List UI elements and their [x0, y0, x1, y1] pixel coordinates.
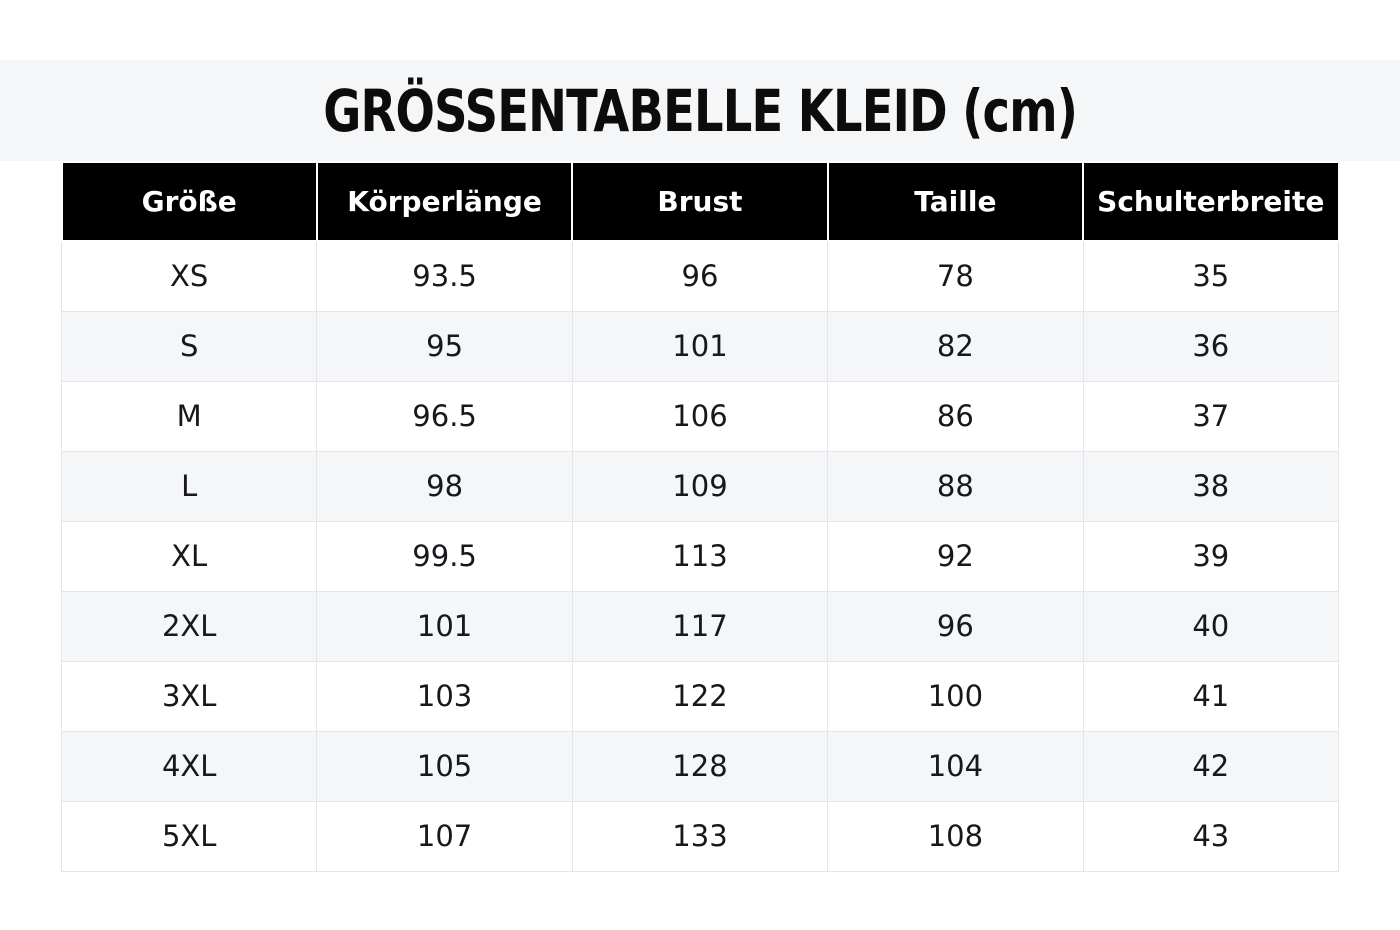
- column-header-brust: Brust: [571, 161, 829, 242]
- koerperlaenge-cell: 93.5: [316, 240, 573, 312]
- brust-cell: 109: [571, 450, 829, 522]
- taille-cell: 92: [827, 520, 1084, 592]
- taille-cell: 78: [827, 240, 1084, 312]
- brust-cell: 122: [571, 660, 829, 732]
- table-row: 5XL 107 133 108 43: [60, 800, 1340, 872]
- taille-cell: 104: [827, 730, 1084, 802]
- table-row: L 98 109 88 38: [60, 450, 1340, 522]
- size-cell: XL: [60, 520, 318, 592]
- table-row: XL 99.5 113 92 39: [60, 520, 1340, 592]
- koerperlaenge-cell: 98: [316, 450, 573, 522]
- size-cell: S: [60, 310, 318, 382]
- title-banner: GRÖSSENTABELLE KLEID (cm): [0, 60, 1400, 161]
- table-row: 4XL 105 128 104 42: [60, 730, 1340, 802]
- table-row: 2XL 101 117 96 40: [60, 590, 1340, 662]
- size-cell: XS: [60, 240, 318, 312]
- column-header-groesse: Größe: [60, 161, 318, 242]
- column-header-taille: Taille: [826, 161, 1085, 242]
- table-row: XS 93.5 96 78 35: [60, 240, 1340, 312]
- schulterbreite-cell: 41: [1082, 660, 1340, 732]
- schulterbreite-cell: 40: [1082, 590, 1340, 662]
- koerperlaenge-cell: 103: [316, 660, 573, 732]
- taille-cell: 86: [827, 380, 1084, 452]
- taille-cell: 100: [827, 660, 1084, 732]
- brust-cell: 101: [571, 310, 829, 382]
- taille-cell: 108: [827, 800, 1084, 872]
- brust-cell: 96: [571, 240, 829, 312]
- schulterbreite-cell: 36: [1082, 310, 1340, 382]
- koerperlaenge-cell: 107: [316, 800, 573, 872]
- taille-cell: 88: [827, 450, 1084, 522]
- size-cell: 2XL: [60, 590, 318, 662]
- size-cell: L: [60, 450, 318, 522]
- taille-cell: 96: [827, 590, 1084, 662]
- page-title: GRÖSSENTABELLE KLEID (cm): [323, 76, 1078, 145]
- size-cell: 4XL: [60, 730, 318, 802]
- table-row: M 96.5 106 86 37: [60, 380, 1340, 452]
- size-cell: 3XL: [60, 660, 318, 732]
- schulterbreite-cell: 39: [1082, 520, 1340, 592]
- column-header-schulterbreite: Schulterbreite: [1082, 161, 1340, 242]
- size-chart-table: Größe Körperlänge Brust Taille Schulterb…: [60, 161, 1340, 872]
- column-header-koerperlaenge: Körperlänge: [315, 161, 574, 242]
- koerperlaenge-cell: 105: [316, 730, 573, 802]
- size-cell: 5XL: [60, 800, 318, 872]
- schulterbreite-cell: 37: [1082, 380, 1340, 452]
- koerperlaenge-cell: 96.5: [316, 380, 573, 452]
- brust-cell: 133: [571, 800, 829, 872]
- brust-cell: 128: [571, 730, 829, 802]
- size-cell: M: [60, 380, 318, 452]
- size-chart-header: Größe Körperlänge Brust Taille Schulterb…: [60, 161, 1340, 242]
- koerperlaenge-cell: 95: [316, 310, 573, 382]
- brust-cell: 113: [571, 520, 829, 592]
- header-row: Größe Körperlänge Brust Taille Schulterb…: [60, 161, 1340, 242]
- table-row: 3XL 103 122 100 41: [60, 660, 1340, 732]
- koerperlaenge-cell: 101: [316, 590, 573, 662]
- schulterbreite-cell: 42: [1082, 730, 1340, 802]
- taille-cell: 82: [827, 310, 1084, 382]
- schulterbreite-cell: 35: [1082, 240, 1340, 312]
- brust-cell: 117: [571, 590, 829, 662]
- schulterbreite-cell: 43: [1082, 800, 1340, 872]
- brust-cell: 106: [571, 380, 829, 452]
- koerperlaenge-cell: 99.5: [316, 520, 573, 592]
- size-chart-body: XS 93.5 96 78 35 S 95 101 82 36 M 96.5 1…: [60, 240, 1340, 872]
- table-row: S 95 101 82 36: [60, 310, 1340, 382]
- schulterbreite-cell: 38: [1082, 450, 1340, 522]
